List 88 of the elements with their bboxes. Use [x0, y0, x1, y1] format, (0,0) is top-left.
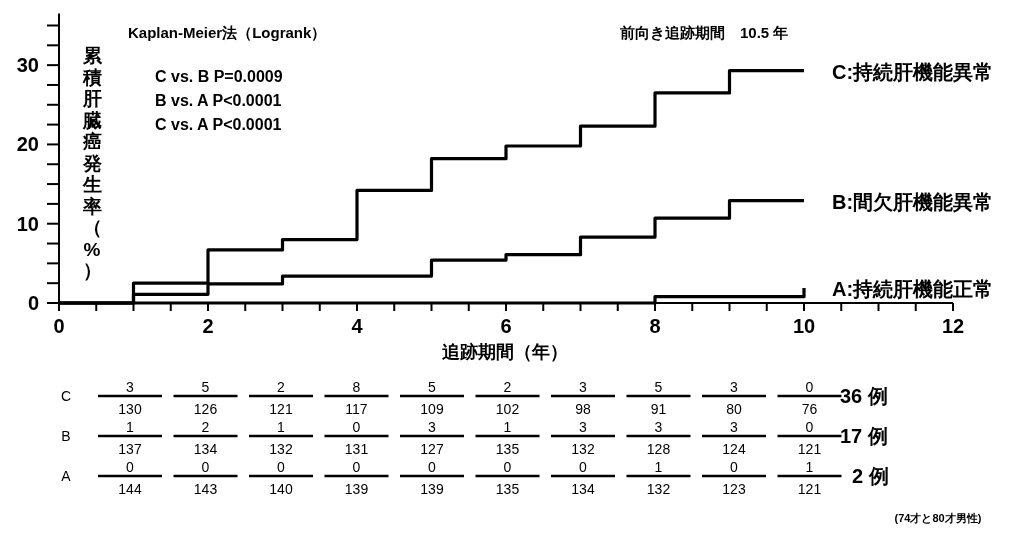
text: 2 — [277, 379, 286, 395]
text: 121 — [797, 481, 822, 497]
annotation: 前向き追跡期間 10.5 年 — [619, 24, 789, 41]
annotation: C vs. A P<0.0001 — [155, 116, 282, 133]
text: 127 — [420, 441, 444, 457]
text: 3 — [579, 379, 588, 395]
text: 140 — [269, 481, 293, 497]
text: B — [61, 428, 71, 444]
text: A — [61, 468, 72, 484]
x-axis-title: 追跡期間（年） — [441, 342, 568, 362]
text: 126 — [193, 401, 218, 417]
x-tick-label: 2 — [202, 315, 214, 337]
text: 124 — [722, 441, 746, 457]
text: 1 — [654, 459, 663, 475]
text: (74才と80才男性) — [894, 512, 982, 524]
y-tick-label: 20 — [16, 133, 39, 156]
text: 3 — [428, 419, 437, 435]
text: C — [60, 388, 72, 404]
text: 98 — [575, 401, 591, 417]
text: 17 例 — [840, 425, 888, 447]
y-tick-label: 10 — [16, 212, 39, 235]
text: 121 — [269, 401, 293, 417]
text: 5 — [201, 379, 210, 395]
text: 0 — [352, 419, 361, 435]
text: 121 — [797, 441, 822, 457]
text: 3 — [730, 419, 739, 435]
text: 0 — [201, 459, 210, 475]
text: 8 — [352, 379, 361, 395]
text: 135 — [495, 481, 520, 497]
text: 5 — [428, 379, 437, 395]
text: 1 — [805, 459, 814, 475]
text: 2 例 — [852, 465, 889, 487]
text: 131 — [344, 441, 369, 457]
text: 134 — [193, 441, 218, 457]
text: 109 — [420, 401, 444, 417]
text: 134 — [571, 481, 595, 497]
text: 36 例 — [840, 385, 888, 407]
annotation: C vs. B P=0.0009 — [155, 68, 283, 85]
text: 3 — [654, 419, 663, 435]
text: 76 — [801, 401, 818, 417]
annotation: B vs. A P<0.0001 — [155, 92, 282, 109]
text: 0 — [277, 459, 286, 475]
text: 2 — [201, 419, 210, 435]
text: 135 — [495, 441, 520, 457]
text: 132 — [571, 441, 595, 457]
text: 102 — [495, 401, 520, 417]
text: 0 — [428, 459, 437, 475]
text: 0 — [730, 459, 739, 475]
text: 123 — [722, 481, 746, 497]
text: 143 — [193, 481, 218, 497]
text: 137 — [118, 441, 142, 457]
text: 91 — [650, 401, 667, 417]
text: 0 — [126, 459, 135, 475]
x-tick-label: 10 — [792, 315, 816, 337]
text: 3 — [730, 379, 739, 395]
annotation: Kaplan-Meier法（Logrank） — [128, 24, 327, 41]
text: 3 — [579, 419, 588, 435]
series-label: B:間欠肝機能異常 — [832, 190, 994, 213]
y-tick-label: 30 — [16, 54, 39, 77]
text: 0 — [352, 459, 361, 475]
text: 130 — [118, 401, 142, 417]
text: 1 — [503, 419, 512, 435]
series-label: A:持続肝機能正常 — [832, 277, 994, 300]
x-tick-label: 4 — [351, 315, 364, 337]
text: 5 — [654, 379, 663, 395]
y-tick-label: 0 — [27, 292, 39, 314]
text: 132 — [269, 441, 293, 457]
text: 1 — [277, 419, 286, 435]
text: 0 — [805, 419, 814, 435]
text: 0 — [805, 379, 814, 395]
text: 132 — [646, 481, 671, 497]
x-tick-label: 12 — [941, 315, 965, 337]
text: 144 — [118, 481, 142, 497]
text: 0 — [579, 459, 588, 475]
text: 0 — [503, 459, 512, 475]
text: 累積肝臓癌発生率（%） — [82, 45, 102, 281]
text: 139 — [344, 481, 369, 497]
x-tick-label: 8 — [649, 315, 661, 337]
text: 2 — [503, 379, 512, 395]
text: 139 — [420, 481, 444, 497]
x-tick-label: 0 — [53, 315, 65, 337]
x-tick-label: 6 — [500, 315, 512, 337]
series-label: C:持続肝機能異常 — [832, 60, 994, 83]
text: 117 — [345, 401, 368, 417]
text: 1 — [126, 419, 135, 435]
text: 80 — [726, 401, 742, 417]
text: 3 — [126, 379, 135, 395]
text: 128 — [646, 441, 671, 457]
